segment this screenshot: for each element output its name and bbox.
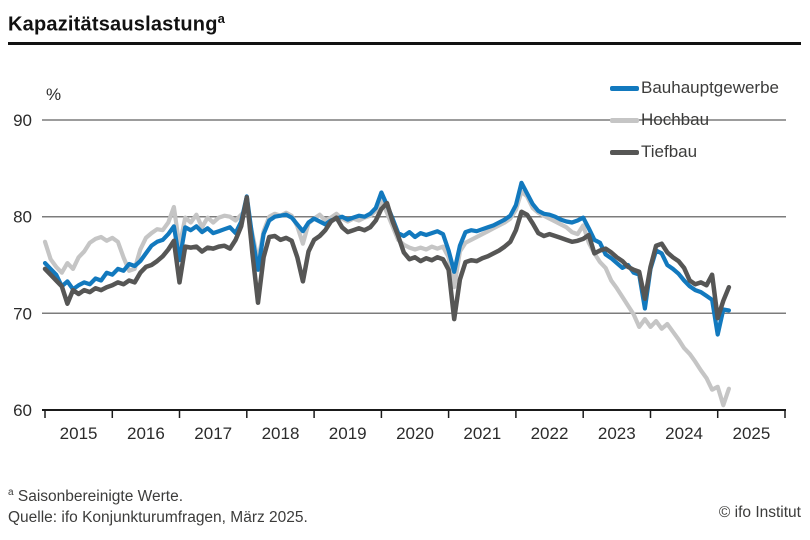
y-axis-label-60: 60: [13, 401, 32, 420]
y-axis-label-70: 70: [13, 304, 32, 323]
footnote-text: Saisonbereinigte Werte.: [17, 488, 184, 506]
legend-label: Hochbau: [641, 110, 710, 129]
x-axis-label-2025: 2025: [732, 424, 770, 443]
series-line-tiefbau: [42, 195, 732, 322]
legend-item-hochbau: Hochbau: [610, 104, 779, 136]
page-title-text: Kapazitätsauslastung: [8, 13, 218, 36]
x-axis-label-2022: 2022: [531, 424, 569, 443]
page-title-footnote-marker: a: [217, 11, 226, 26]
legend-item-bauhauptgewerbe: Bauhauptgewerbe: [610, 72, 779, 104]
x-axis-label-2017: 2017: [194, 424, 232, 443]
chart-canvas: 60 70 80 90% 2015 2016 2017 2018 2019 2020 2021 202…: [13, 85, 786, 443]
title-divider: [8, 42, 801, 45]
page-title: Kapazitätsauslastunga: [8, 11, 225, 37]
legend-item-tiefbau: Tiefbau: [610, 136, 779, 168]
x-axis-label-2021: 2021: [463, 424, 501, 443]
x-axis-label-2019: 2019: [329, 424, 367, 443]
legend-label: Bauhauptgewerbe: [641, 78, 780, 97]
legend-line-swatch-darkgray: [610, 149, 639, 155]
footnote-marker: a: [8, 487, 14, 498]
copyright-notice: © ifo Institut: [718, 504, 801, 521]
x-axis-label-2015: 2015: [60, 424, 98, 443]
legend-label: Tiefbau: [641, 142, 698, 161]
source-line: Quelle: ifo Konjunkturumfragen, März 202…: [8, 509, 308, 527]
legend-line-swatch-blue: [610, 85, 639, 91]
x-axis-label-2024: 2024: [665, 424, 703, 443]
chart-legend: Bauhauptgewerbe Hochbau Tiefbau: [610, 72, 779, 168]
chart-footnotes: a Saisonbereinigte Werte. Quelle: ifo Ko…: [8, 482, 308, 528]
x-axis-label-2020: 2020: [396, 424, 434, 443]
footnote-line: a Saisonbereinigte Werte.: [8, 482, 308, 507]
series-line-hochbau: [42, 189, 732, 408]
x-axis-label-2016: 2016: [127, 424, 165, 443]
x-axis-label-2023: 2023: [598, 424, 636, 443]
y-axis-unit-label: %: [46, 85, 61, 104]
x-axis-label-2018: 2018: [262, 424, 300, 443]
y-axis-label-90: 90: [13, 111, 32, 130]
legend-line-swatch-lightgray: [610, 117, 639, 123]
y-axis-label-80: 80: [13, 208, 32, 227]
